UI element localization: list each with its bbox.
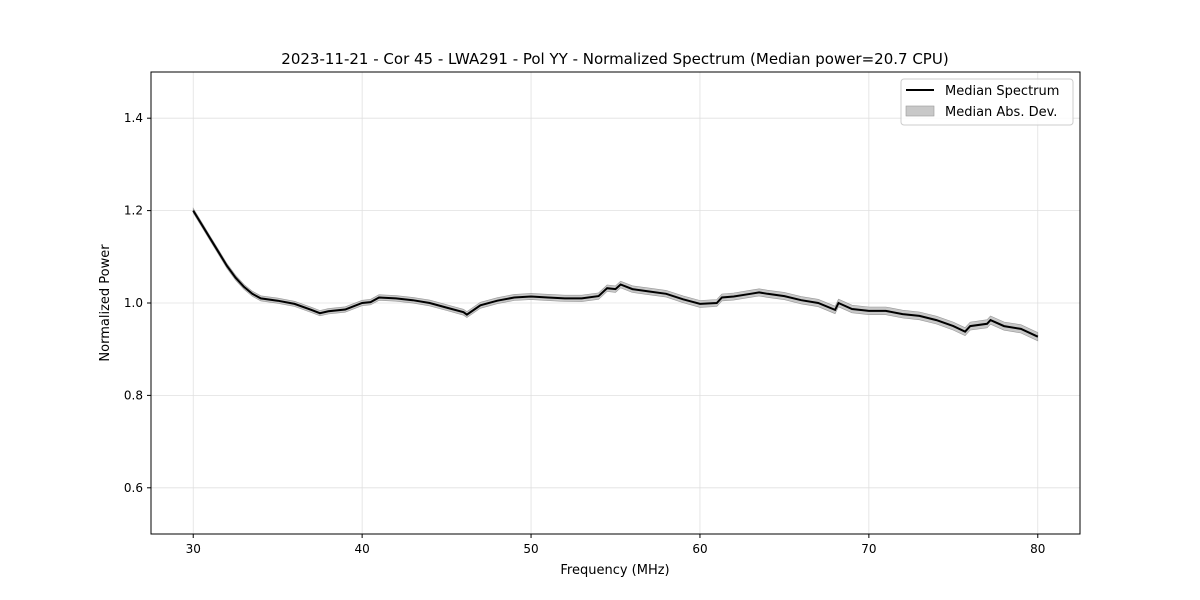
y-axis-ticks: 0.6 0.8 1.0 1.2 1.4	[124, 111, 151, 495]
mad-band	[192, 207, 1039, 342]
x-tick-label: 30	[186, 542, 201, 556]
y-tick-label: 0.8	[124, 388, 143, 402]
legend-band-swatch	[905, 105, 935, 117]
x-axis-ticks: 30 40 50 60 70 80	[186, 534, 1045, 556]
y-tick-label: 1.4	[124, 111, 143, 125]
median-spectrum-line	[192, 210, 1039, 338]
legend-box	[900, 78, 1074, 126]
legend-label-median: Median Spectrum	[945, 84, 1059, 99]
x-tick-label: 60	[692, 542, 707, 556]
legend: Median Spectrum Median Abs. Dev.	[900, 78, 1074, 126]
grid-lines	[151, 72, 1080, 534]
y-tick-label: 1.2	[124, 204, 143, 218]
y-tick-label: 1.0	[124, 296, 143, 310]
x-tick-label: 40	[354, 542, 369, 556]
y-axis-label: Normalized Power	[98, 244, 113, 362]
x-axis-label: Frequency (MHz)	[560, 563, 669, 578]
y-tick-label: 0.6	[124, 481, 143, 495]
legend-label-mad: Median Abs. Dev.	[945, 105, 1057, 120]
x-tick-label: 70	[861, 542, 876, 556]
x-tick-label: 80	[1030, 542, 1045, 556]
chart-title: 2023-11-21 - Cor 45 - LWA291 - Pol YY - …	[281, 50, 948, 68]
x-tick-label: 50	[523, 542, 538, 556]
